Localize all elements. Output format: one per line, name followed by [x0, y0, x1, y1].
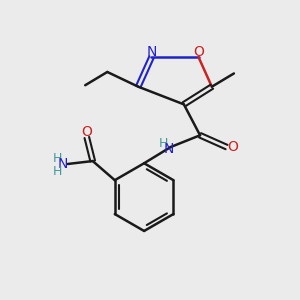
Text: O: O [81, 124, 92, 139]
Text: O: O [193, 45, 204, 59]
Text: N: N [164, 142, 174, 155]
Text: H: H [53, 152, 62, 165]
Text: N: N [58, 157, 68, 171]
Text: H: H [53, 165, 62, 178]
Text: O: O [227, 140, 238, 154]
Text: H: H [159, 137, 168, 150]
Text: N: N [146, 45, 157, 59]
